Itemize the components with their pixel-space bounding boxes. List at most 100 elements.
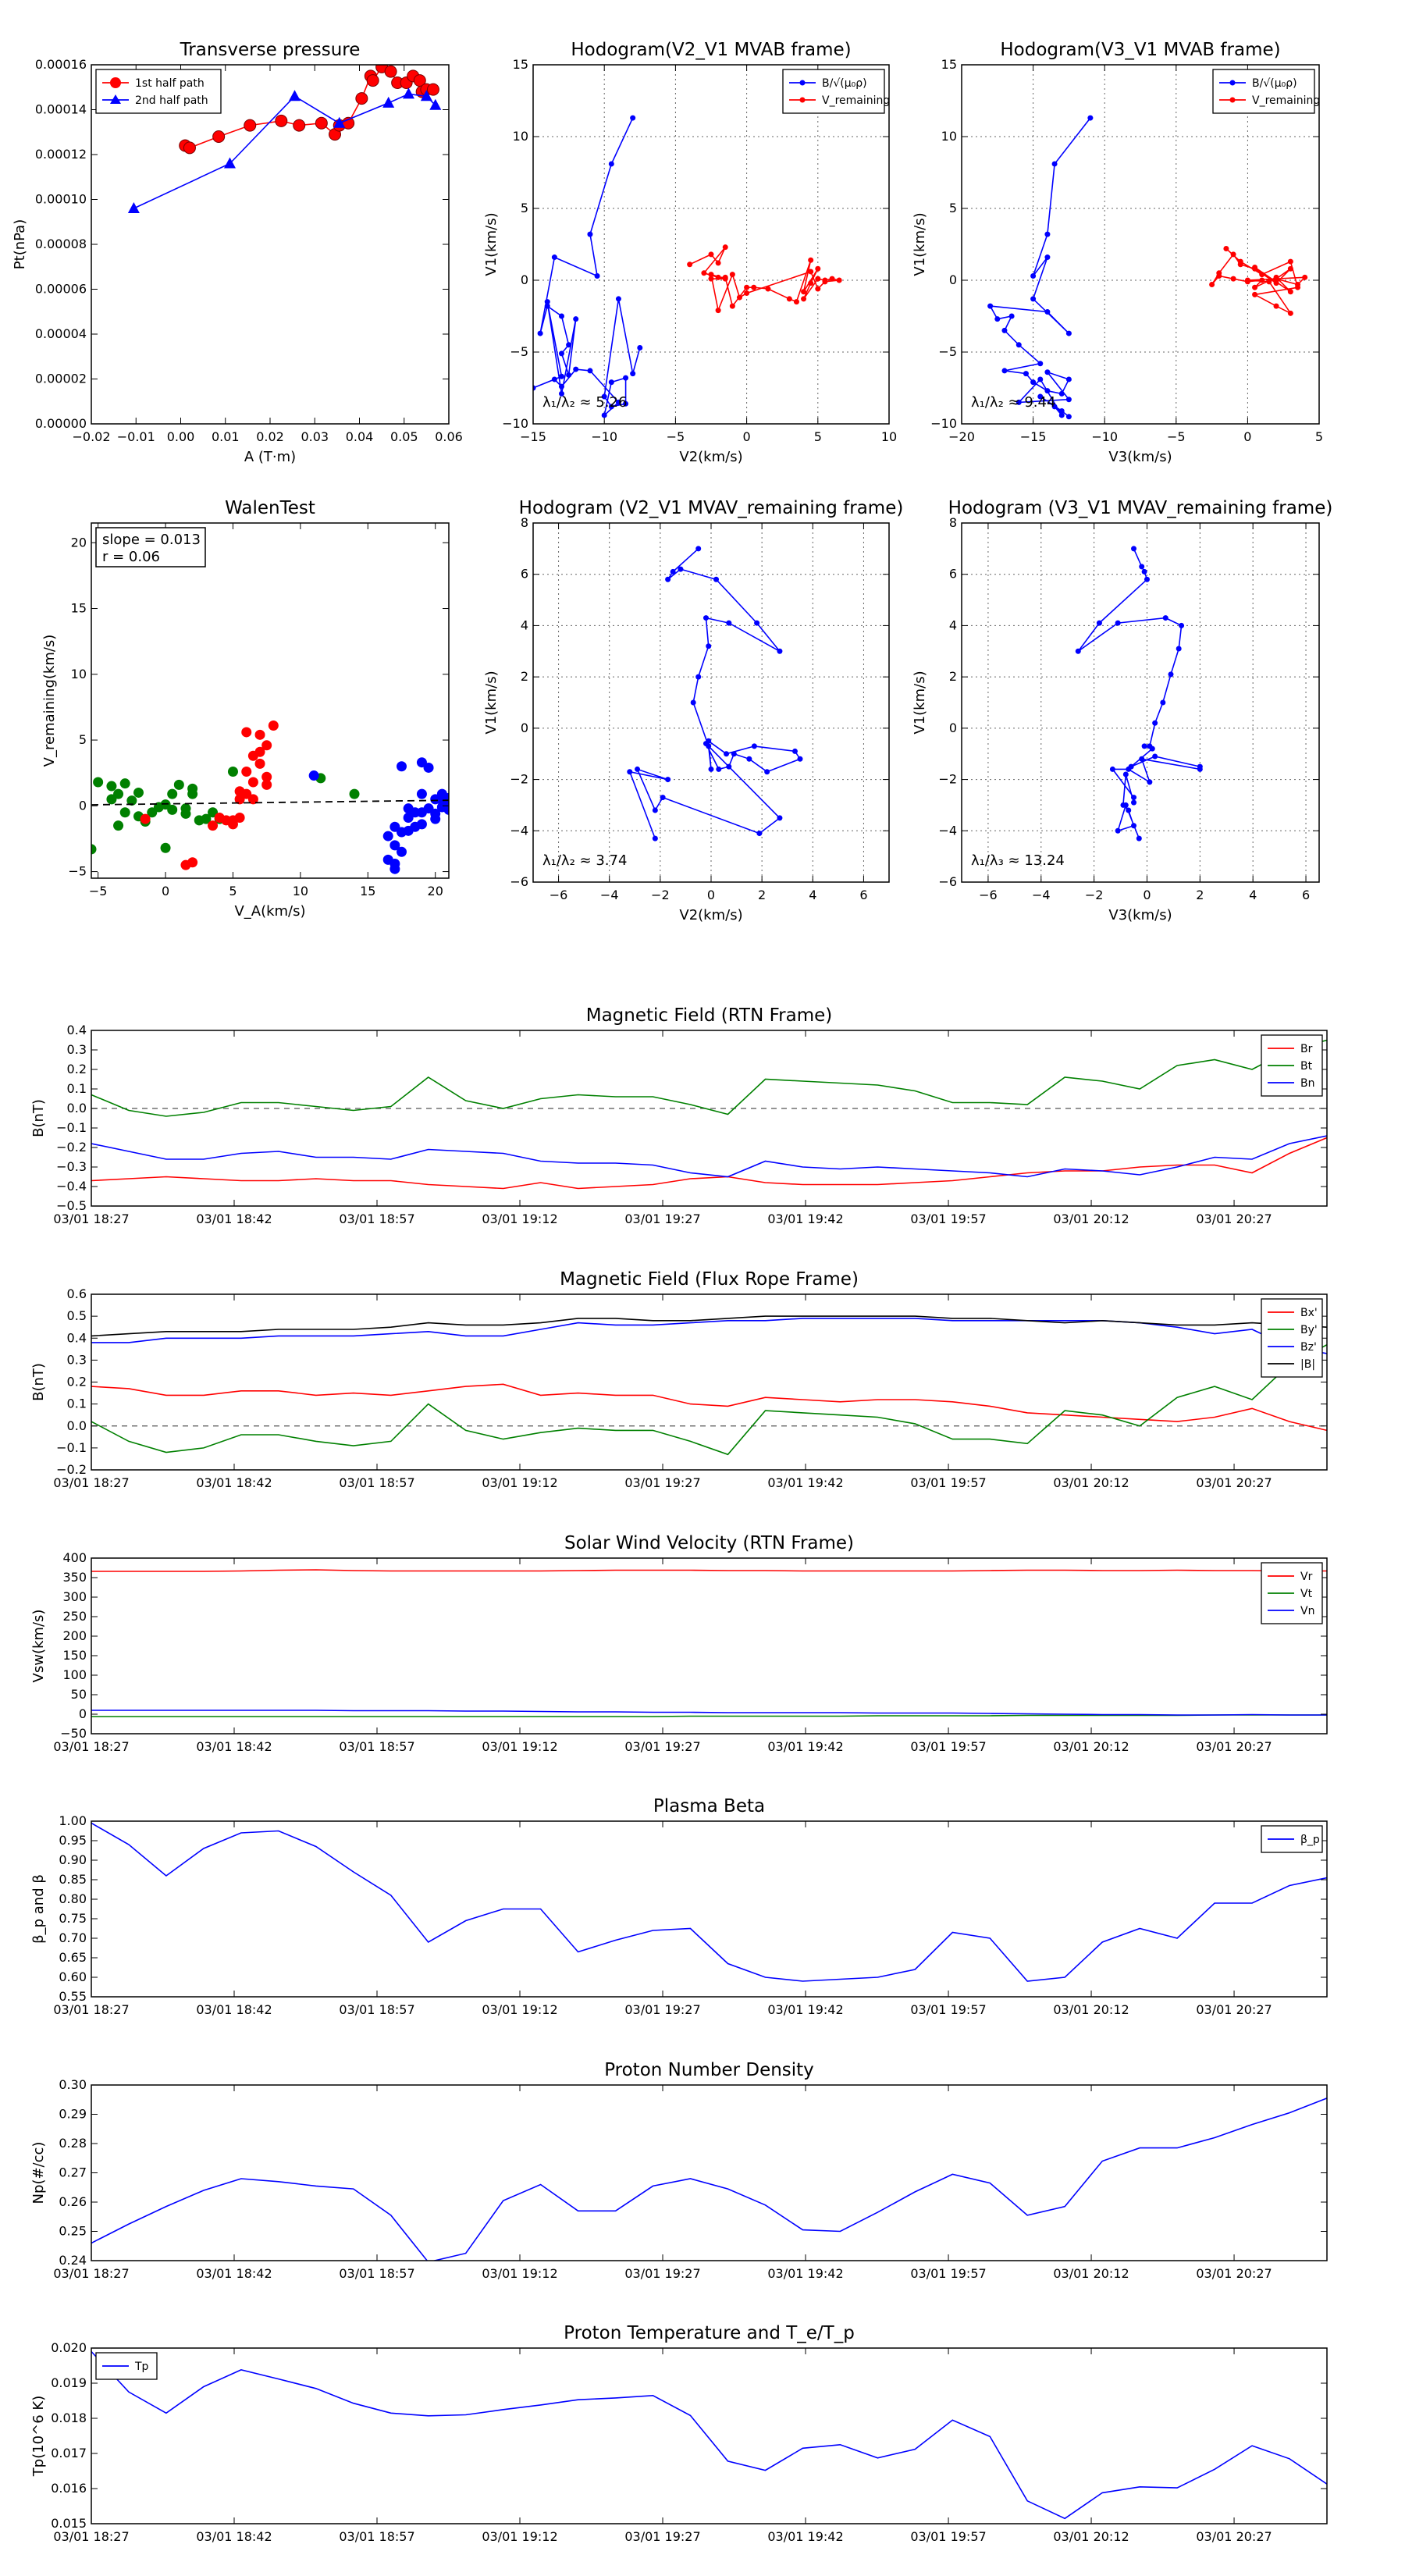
x-tick-label: 03/01 19:42 <box>767 1212 843 1226</box>
y-tick-label: 0.4 <box>67 1330 87 1345</box>
scatter-point <box>106 781 117 792</box>
legend-label: Bz' <box>1300 1341 1317 1354</box>
x-tick-label: −20 <box>948 429 975 444</box>
x-tick-label: 2 <box>1196 888 1204 902</box>
data-point <box>1273 280 1279 286</box>
legend-label: Vn <box>1300 1605 1314 1617</box>
y-tick-label: 0.1 <box>67 1081 87 1096</box>
data-point <box>1051 404 1058 410</box>
data-point <box>382 96 395 108</box>
data-point <box>426 83 439 96</box>
x-tick-label: −15 <box>1020 429 1047 444</box>
scatter-point <box>187 788 198 799</box>
series-line-3 <box>91 1315 1327 1337</box>
x-tick-label: 03/01 19:27 <box>624 1475 700 1490</box>
legend-label: 2nd half path <box>135 94 208 107</box>
scatter-point <box>201 813 212 824</box>
series-line-2 <box>91 1710 1327 1716</box>
x-tick-label: 03/01 19:12 <box>482 1739 557 1754</box>
data-point <box>708 276 714 282</box>
chart-title: Hodogram (V2_V1 MVAV_remaining frame) <box>519 498 904 518</box>
y-tick-label: 0.020 <box>51 2340 87 2355</box>
x-tick-label: 03/01 19:12 <box>482 1475 557 1490</box>
data-point <box>1209 282 1215 288</box>
legend-marker <box>799 97 806 103</box>
y-tick-label: −4 <box>510 823 528 838</box>
scatter-point <box>397 846 407 857</box>
data-point <box>708 766 714 772</box>
chart-title: Hodogram(V3_V1 MVAB frame) <box>1000 40 1280 60</box>
data-point <box>695 674 702 680</box>
legend-marker <box>1229 80 1236 86</box>
x-tick-label: 03/01 18:57 <box>339 2266 414 2281</box>
data-point <box>1168 671 1174 678</box>
data-point <box>1160 699 1166 706</box>
y-tick-label: 5 <box>521 201 528 215</box>
y-axis-label: V1(km/s) <box>912 671 928 734</box>
data-point <box>573 316 579 322</box>
x-tick-label: −5 <box>667 429 685 444</box>
x-axis-label: V3(km/s) <box>1108 449 1172 465</box>
y-axis-label: Vsw(km/s) <box>30 1610 47 1683</box>
x-axis-label: V2(km/s) <box>679 449 742 465</box>
data-point <box>1065 376 1072 382</box>
y-tick-label: 0.27 <box>59 2165 87 2180</box>
x-tick-label: 03/01 19:57 <box>910 1739 986 1754</box>
x-tick-label: 5 <box>1315 429 1323 444</box>
y-tick-label: 0.90 <box>59 1852 87 1867</box>
data-point <box>558 373 564 379</box>
x-tick-label: 0.04 <box>346 429 374 444</box>
data-point <box>429 98 442 110</box>
scatter-point <box>254 746 265 757</box>
y-axis-label: V1(km/s) <box>483 671 500 734</box>
scatter-point <box>160 842 171 853</box>
chart-title: Hodogram (V3_V1 MVAV_remaining frame) <box>948 498 1333 518</box>
data-point <box>670 568 676 575</box>
data-point <box>1122 771 1129 777</box>
data-point <box>652 835 658 841</box>
y-tick-label: 5 <box>949 201 957 215</box>
data-point <box>558 390 564 397</box>
data-point <box>754 620 760 626</box>
data-point <box>601 393 607 400</box>
x-tick-label: 03/01 19:12 <box>482 2529 557 2544</box>
x-tick-label: 03/01 19:27 <box>624 2266 700 2281</box>
fit-line <box>91 799 449 806</box>
data-point <box>722 276 728 282</box>
data-point <box>652 807 658 813</box>
data-point <box>1287 289 1293 295</box>
scatter-point <box>416 819 427 830</box>
y-tick-label: 0.80 <box>59 1891 87 1906</box>
scatter-point <box>389 840 400 851</box>
data-point <box>746 756 752 762</box>
legend-label: |B| <box>1300 1358 1315 1371</box>
data-point <box>537 330 543 336</box>
x-tick-label: 6 <box>859 888 867 902</box>
x-tick-label: −10 <box>591 429 617 444</box>
legend-label: V_remaining <box>822 94 890 107</box>
legend-marker <box>799 80 806 86</box>
scatter-point <box>389 863 400 874</box>
legend-label: B/√(μ₀ρ) <box>1252 77 1297 90</box>
legend-marker <box>110 94 121 104</box>
data-point <box>1023 371 1029 377</box>
y-tick-label: 0.00012 <box>35 147 87 162</box>
data-point <box>1065 330 1072 336</box>
data-point <box>1126 766 1132 772</box>
y-axis-label: B(nT) <box>30 1363 47 1401</box>
data-point <box>420 90 432 101</box>
y-tick-label: 0.55 <box>59 1989 87 2004</box>
y-tick-label: 8 <box>521 515 528 530</box>
x-tick-label: −4 <box>600 888 619 902</box>
scatter-point <box>119 807 130 818</box>
legend: β_p <box>1261 1825 1323 1853</box>
scatter-point <box>397 761 407 772</box>
y-tick-label: 0 <box>521 720 528 735</box>
y-tick-label: −6 <box>510 874 528 889</box>
data-point <box>1273 274 1279 280</box>
data-point <box>665 777 671 783</box>
data-point <box>1065 414 1072 420</box>
x-tick-label: 03/01 19:42 <box>767 2002 843 2017</box>
y-tick-label: 0.3 <box>67 1352 87 1367</box>
